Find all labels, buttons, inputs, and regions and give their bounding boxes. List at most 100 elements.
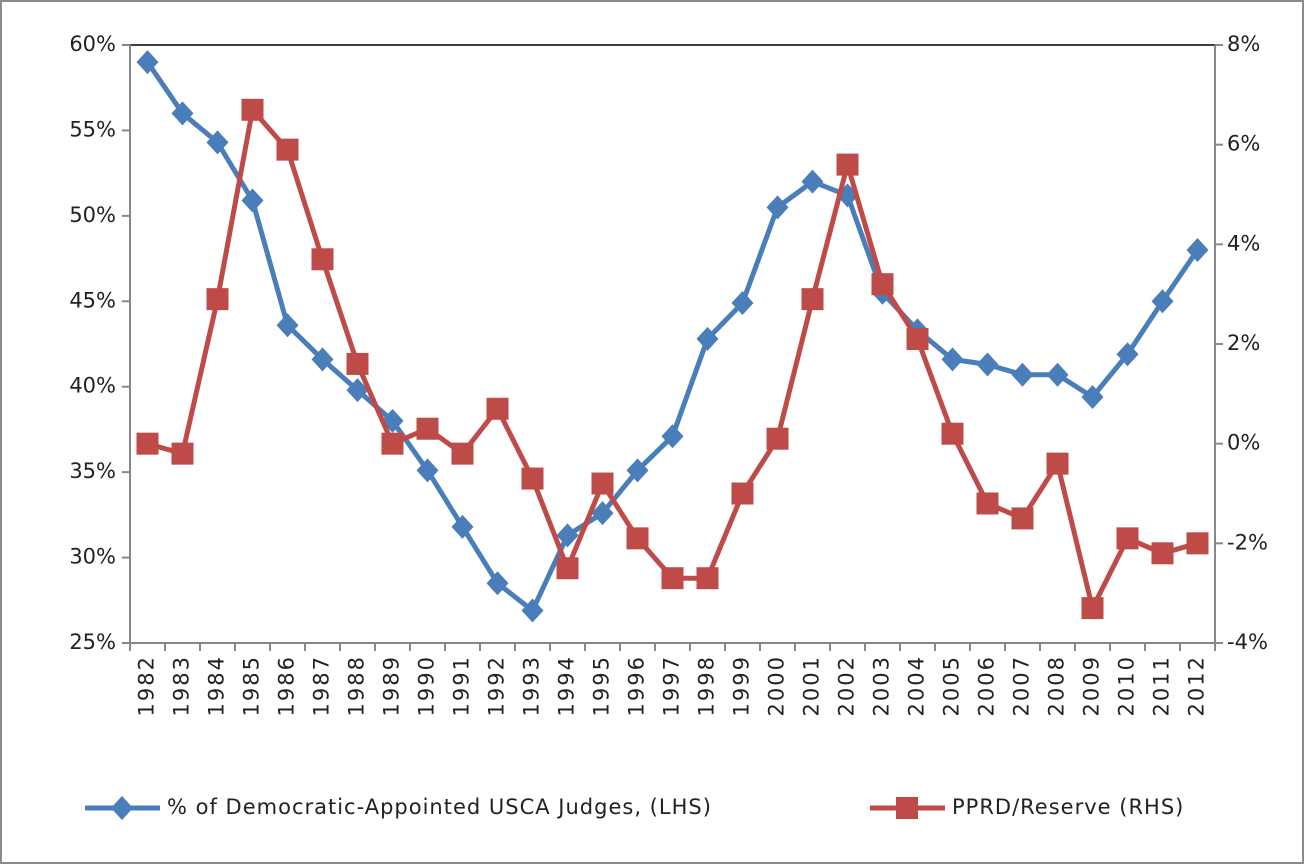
series-marker xyxy=(171,101,194,126)
y-tick-label: 40% xyxy=(69,374,116,398)
x-tick-label: 1984 xyxy=(205,655,229,716)
legend-marker xyxy=(896,797,918,819)
series-marker xyxy=(521,598,544,623)
series-marker xyxy=(1116,342,1139,367)
x-tick-label: 1997 xyxy=(660,655,684,716)
y-tick-label: 35% xyxy=(69,459,116,483)
x-tick-label: 2006 xyxy=(975,655,999,716)
legend-label: PPRD/Reserve (RHS) xyxy=(952,795,1184,819)
x-tick-label: 2001 xyxy=(800,655,824,716)
x-tick-label: 1998 xyxy=(695,655,719,716)
x-tick-label: 2008 xyxy=(1045,655,1069,716)
series-marker xyxy=(416,417,439,440)
series-marker xyxy=(521,467,544,490)
x-tick-label: 1985 xyxy=(240,655,264,716)
series-marker xyxy=(451,514,474,539)
series-marker xyxy=(381,432,404,455)
series-marker xyxy=(1081,597,1104,620)
series-marker xyxy=(696,326,719,351)
x-tick-label: 2012 xyxy=(1185,655,1209,716)
series-marker xyxy=(1081,384,1104,409)
x-tick-label: 2009 xyxy=(1080,655,1104,716)
y2-tick-label: 2% xyxy=(1227,331,1260,355)
series-marker xyxy=(276,138,299,161)
x-tick-label: 2011 xyxy=(1150,655,1174,716)
y-tick-label: 60% xyxy=(69,32,116,56)
series-marker xyxy=(766,195,789,220)
series-marker xyxy=(171,442,194,465)
x-tick-label: 1983 xyxy=(170,655,194,716)
y2-tick-label: 0% xyxy=(1227,431,1260,455)
series-marker xyxy=(241,188,264,213)
series-marker xyxy=(206,130,229,155)
series-marker xyxy=(626,527,649,550)
x-tick-label: 1987 xyxy=(310,655,334,716)
x-tick-label: 1991 xyxy=(450,655,474,716)
series-marker xyxy=(1151,542,1174,565)
x-tick-label: 1994 xyxy=(555,655,579,716)
series-marker xyxy=(451,442,474,465)
y2-tick-label: -4% xyxy=(1227,630,1268,654)
series-marker xyxy=(346,352,369,375)
series-marker xyxy=(311,347,334,372)
series-marker xyxy=(591,501,614,526)
series-marker xyxy=(136,50,159,75)
series-marker xyxy=(416,458,439,483)
series-marker xyxy=(206,288,229,311)
x-tick-label: 2000 xyxy=(765,655,789,716)
series-marker xyxy=(276,313,299,338)
series-marker xyxy=(941,347,964,372)
x-tick-label: 1995 xyxy=(590,655,614,716)
series-marker xyxy=(486,397,509,420)
series-marker xyxy=(591,472,614,495)
x-tick-label: 1982 xyxy=(135,655,159,716)
series-marker xyxy=(241,98,264,121)
y-tick-label: 55% xyxy=(69,117,116,141)
x-tick-label: 1988 xyxy=(345,655,369,716)
series-marker xyxy=(1011,362,1034,387)
series-marker xyxy=(556,557,579,580)
x-tick-label: 1986 xyxy=(275,655,299,716)
series-marker xyxy=(1186,532,1209,555)
series-marker xyxy=(346,378,369,403)
y2-tick-label: 6% xyxy=(1227,132,1260,156)
series-marker xyxy=(941,422,964,445)
x-tick-label: 2004 xyxy=(905,655,929,716)
series-marker xyxy=(976,352,999,377)
x-tick-label: 1990 xyxy=(415,655,439,716)
x-tick-label: 1993 xyxy=(520,655,544,716)
series-marker xyxy=(696,567,719,590)
series-marker xyxy=(1011,507,1034,530)
y2-tick-label: -2% xyxy=(1227,530,1268,554)
x-tick-label: 1989 xyxy=(380,655,404,716)
series-marker xyxy=(311,248,334,271)
series-marker xyxy=(136,432,159,455)
series-marker xyxy=(556,523,579,548)
legend-marker xyxy=(111,796,133,820)
x-tick-label: 1996 xyxy=(625,655,649,716)
series-marker xyxy=(1151,289,1174,314)
series-marker xyxy=(1046,362,1069,387)
series-marker xyxy=(976,492,999,515)
y-tick-label: 30% xyxy=(69,545,116,569)
series-marker xyxy=(626,458,649,483)
series-marker xyxy=(766,427,789,450)
x-tick-label: 2007 xyxy=(1010,655,1034,716)
x-tick-label: 2003 xyxy=(870,655,894,716)
series-marker xyxy=(661,424,684,449)
y-tick-label: 50% xyxy=(69,203,116,227)
series-marker xyxy=(801,169,824,194)
series-marker xyxy=(731,290,754,315)
series-marker xyxy=(906,328,929,351)
y-tick-label: 25% xyxy=(69,630,116,654)
series-marker xyxy=(801,288,824,311)
legend-label: % of Democratic-Appointed USCA Judges, (… xyxy=(167,795,712,819)
x-tick-label: 2010 xyxy=(1115,655,1139,716)
series-marker xyxy=(1046,452,1069,475)
series-marker xyxy=(486,571,509,596)
y2-tick-label: 4% xyxy=(1227,231,1260,255)
series-marker xyxy=(871,273,894,296)
series-marker xyxy=(731,482,754,505)
